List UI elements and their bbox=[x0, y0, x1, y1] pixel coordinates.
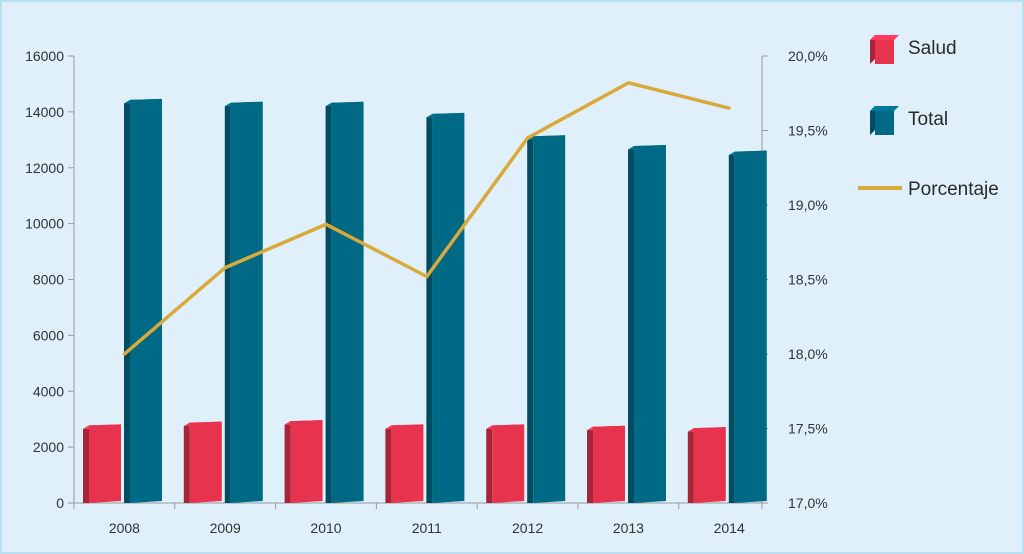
salud-bar bbox=[183, 421, 222, 503]
salud-bar bbox=[83, 424, 121, 503]
salud-bar bbox=[284, 420, 323, 503]
left-tick-label: 6000 bbox=[33, 327, 64, 343]
salud-bar bbox=[687, 427, 726, 503]
salud-bar bbox=[587, 425, 625, 503]
legend-item-salud: Salud bbox=[870, 35, 957, 64]
legend-swatch bbox=[875, 111, 894, 135]
x-axis: 2008 2009 2010 2011 2012 2013 2014 bbox=[73, 502, 763, 536]
porcentaje-point bbox=[223, 265, 227, 270]
total-bar bbox=[728, 150, 767, 503]
right-tick-label: 20,0% bbox=[788, 48, 828, 64]
x-tick-label: 2009 bbox=[210, 520, 241, 536]
x-tick-label: 2012 bbox=[512, 520, 543, 536]
legend: Salud Total Porcentaje bbox=[858, 35, 999, 200]
legend-item-total: Total bbox=[870, 106, 948, 135]
legend-item-porcentaje: Porcentaje bbox=[858, 179, 999, 200]
total-bar bbox=[224, 101, 263, 503]
porcentaje-line-layer bbox=[122, 80, 731, 356]
left-tick-label: 10000 bbox=[25, 216, 64, 232]
left-tick-label: 14000 bbox=[25, 104, 64, 120]
porcentaje-point bbox=[626, 81, 631, 85]
porcentaje-point bbox=[526, 136, 530, 140]
legend-swatch bbox=[870, 35, 899, 40]
legend-swatch bbox=[870, 35, 875, 64]
legend-swatch bbox=[870, 106, 875, 135]
right-tick-label: 17,0% bbox=[788, 495, 828, 511]
left-tick-label: 2000 bbox=[33, 439, 64, 455]
x-tick-label: 2013 bbox=[613, 520, 644, 536]
left-tick-label: 4000 bbox=[33, 383, 64, 399]
right-tick-label: 19,5% bbox=[788, 123, 828, 139]
right-tick-label: 17,5% bbox=[788, 421, 828, 437]
left-tick-label: 0 bbox=[56, 495, 64, 511]
x-tick-label: 2011 bbox=[412, 520, 442, 536]
right-tick-label: 19,0% bbox=[788, 197, 828, 213]
right-tick-label: 18,0% bbox=[788, 346, 828, 362]
porcentaje-point bbox=[727, 106, 731, 110]
legend-label: Porcentaje bbox=[908, 179, 999, 200]
right-tick-label: 18,5% bbox=[788, 272, 828, 288]
salud-bar bbox=[385, 424, 424, 503]
legend-swatch bbox=[870, 106, 899, 111]
salud-bar bbox=[486, 424, 525, 503]
total-bar bbox=[628, 144, 666, 503]
legend-label: Salud bbox=[908, 38, 957, 59]
left-tick-label: 12000 bbox=[25, 160, 64, 176]
left-tick-label: 8000 bbox=[33, 272, 64, 288]
total-bar bbox=[325, 101, 364, 503]
right-y-axis: 17,0% 17,5% 18,0% 18,5% 19,0% 19,5% 20,0% bbox=[761, 48, 828, 511]
left-tick-label: 16000 bbox=[25, 48, 64, 64]
porcentaje-point bbox=[122, 352, 126, 356]
legend-swatch bbox=[875, 40, 894, 64]
x-tick-label: 2010 bbox=[310, 520, 341, 536]
total-bar bbox=[426, 112, 465, 504]
porcentaje-point bbox=[324, 222, 328, 226]
bars-layer bbox=[83, 98, 767, 504]
left-y-axis: 0 2000 4000 6000 8000 10000 12000 14000 16000 bbox=[25, 48, 75, 511]
x-tick-label: 2008 bbox=[109, 520, 140, 536]
legend-label: Total bbox=[908, 109, 948, 130]
total-bar bbox=[124, 98, 162, 504]
total-bar bbox=[527, 135, 566, 503]
x-tick-label: 2014 bbox=[714, 520, 745, 536]
porcentaje-point bbox=[425, 274, 429, 279]
